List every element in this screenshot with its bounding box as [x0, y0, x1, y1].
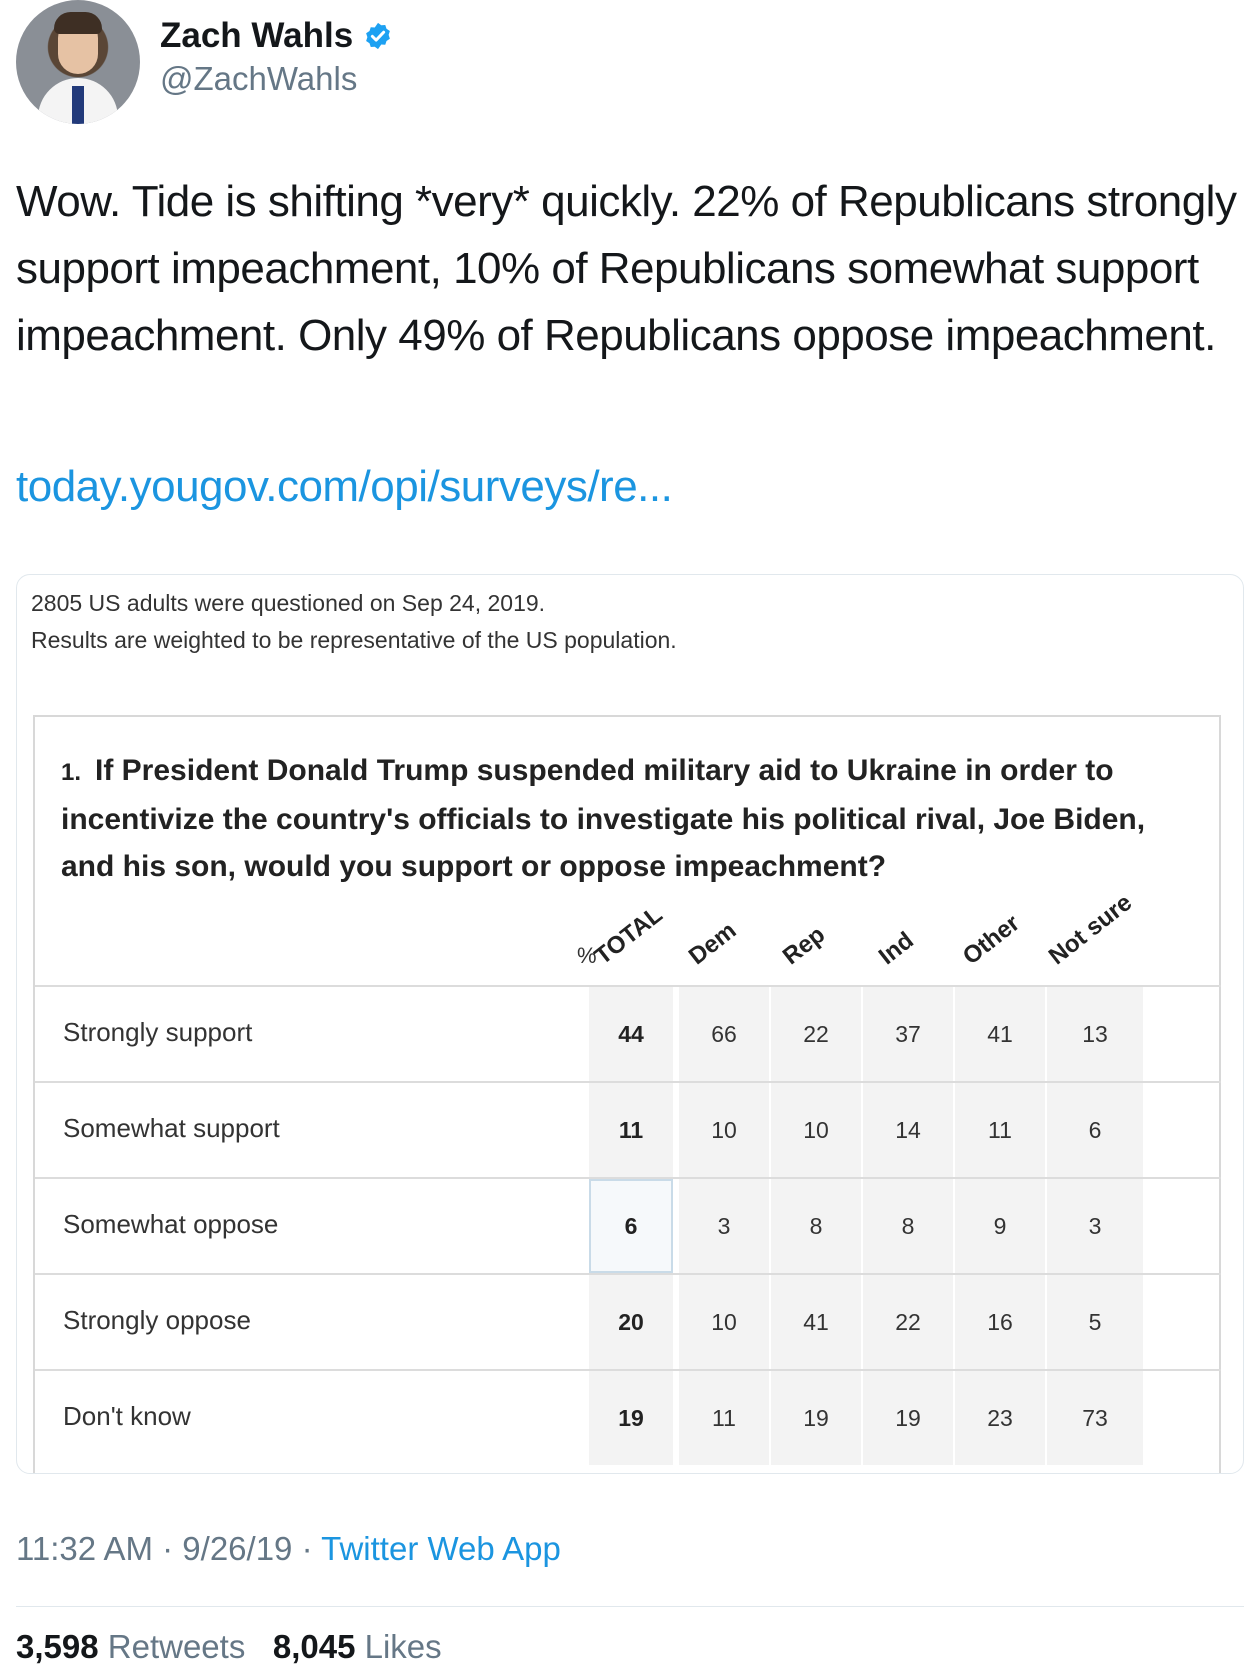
cell-not-sure: 6: [1047, 1083, 1143, 1177]
cell-total: 6: [589, 1179, 673, 1273]
tweet-link[interactable]: today.yougov.com/opi/surveys/re...: [16, 462, 673, 511]
cell-rep: 22: [771, 987, 861, 1081]
column-header-not-sure: Not sure: [1043, 888, 1138, 971]
cell-ind: 8: [863, 1179, 953, 1273]
tweet-text: Wow. Tide is shifting *very* quickly. 22…: [16, 177, 1237, 360]
column-header-other: Other: [957, 909, 1025, 971]
table-row: Don't know 19 11 19 19 23 73: [35, 1369, 1221, 1465]
cell-dem: 10: [679, 1083, 769, 1177]
cell-other: 11: [955, 1083, 1045, 1177]
row-label: Strongly oppose: [63, 1305, 251, 1335]
verified-badge-icon: [366, 22, 391, 50]
tweet-header: Zach Wahls @ZachWahls: [16, 0, 1236, 124]
cell-not-sure: 3: [1047, 1179, 1143, 1273]
survey-rows: Strongly support 44 66 22 37 41 13 Somew…: [35, 985, 1221, 1465]
cell-rep: 8: [771, 1179, 861, 1273]
user-name[interactable]: Zach Wahls: [160, 16, 354, 55]
source-link[interactable]: Twitter Web App: [321, 1530, 561, 1567]
question-text: If President Donald Trump suspended mili…: [61, 754, 1146, 883]
percent-label: %: [577, 943, 597, 968]
survey-meta: 2805 US adults were questioned on Sep 24…: [31, 585, 677, 659]
likes-stat[interactable]: 8,045 Likes: [273, 1628, 442, 1665]
row-label: Strongly support: [63, 1017, 253, 1047]
cell-total: 44: [589, 987, 673, 1081]
cell-ind: 19: [863, 1371, 953, 1465]
retweets-label: Retweets: [107, 1628, 246, 1665]
column-header-total: TOTAL: [589, 901, 668, 971]
survey-meta-line: 2805 US adults were questioned on Sep 24…: [31, 590, 546, 616]
survey-question: 1. If President Donald Trump suspended mi…: [61, 747, 1191, 890]
tweet-timestamp: 11:32 AM · 9/26/19 · Twitter Web App: [16, 1530, 561, 1568]
cell-not-sure: 13: [1047, 987, 1143, 1081]
survey-meta-line: Results are weighted to be representativ…: [31, 627, 677, 653]
column-header-ind: Ind: [873, 926, 919, 971]
divider: [16, 1606, 1244, 1607]
cell-dem: 10: [679, 1275, 769, 1369]
table-row: Somewhat support 11 10 10 14 11 6: [35, 1081, 1221, 1177]
row-label: Don't know: [63, 1401, 191, 1431]
cell-dem: 3: [679, 1179, 769, 1273]
cell-other: 23: [955, 1371, 1045, 1465]
column-header-rep: Rep: [777, 921, 831, 971]
likes-count: 8,045: [272, 1628, 356, 1665]
table-row: Strongly oppose 20 10 41 22 16 5: [35, 1273, 1221, 1369]
name-row: Zach Wahls: [160, 16, 393, 56]
likes-label: Likes: [364, 1628, 442, 1665]
cell-other: 41: [955, 987, 1045, 1081]
avatar[interactable]: [16, 0, 140, 124]
cell-ind: 22: [863, 1275, 953, 1369]
timestamp-text[interactable]: 11:32 AM · 9/26/19 ·: [16, 1530, 322, 1567]
row-label: Somewhat support: [63, 1113, 280, 1143]
cell-ind: 14: [863, 1083, 953, 1177]
retweets-count: 3,598: [16, 1628, 99, 1665]
cell-rep: 41: [771, 1275, 861, 1369]
row-label: Somewhat oppose: [63, 1209, 279, 1239]
cell-rep: 19: [771, 1371, 861, 1465]
cell-other: 9: [955, 1179, 1045, 1273]
cell-dem: 66: [679, 987, 769, 1081]
survey-table: 1. If President Donald Trump suspended mi…: [33, 715, 1221, 1473]
table-row: Somewhat oppose 6 3 8 8 9 3: [35, 1177, 1221, 1273]
cell-total: 11: [589, 1083, 673, 1177]
cell-dem: 11: [679, 1371, 769, 1465]
table-row: Strongly support 44 66 22 37 41 13: [35, 985, 1221, 1081]
cell-ind: 37: [863, 987, 953, 1081]
cell-not-sure: 5: [1047, 1275, 1143, 1369]
cell-not-sure: 73: [1047, 1371, 1143, 1465]
cell-rep: 10: [771, 1083, 861, 1177]
retweets-stat[interactable]: 3,598 Retweets: [16, 1628, 245, 1665]
cell-total: 20: [589, 1275, 673, 1369]
cell-other: 16: [955, 1275, 1045, 1369]
user-handle[interactable]: @ZachWahls: [160, 60, 358, 97]
question-number: 1.: [61, 759, 82, 786]
attached-image-card[interactable]: 2805 US adults were questioned on Sep 24…: [16, 574, 1244, 1474]
cell-total: 19: [589, 1371, 673, 1465]
tweet-stats: 3,598 Retweets 8,045 Likes: [16, 1628, 442, 1666]
column-header-dem: Dem: [683, 916, 742, 971]
